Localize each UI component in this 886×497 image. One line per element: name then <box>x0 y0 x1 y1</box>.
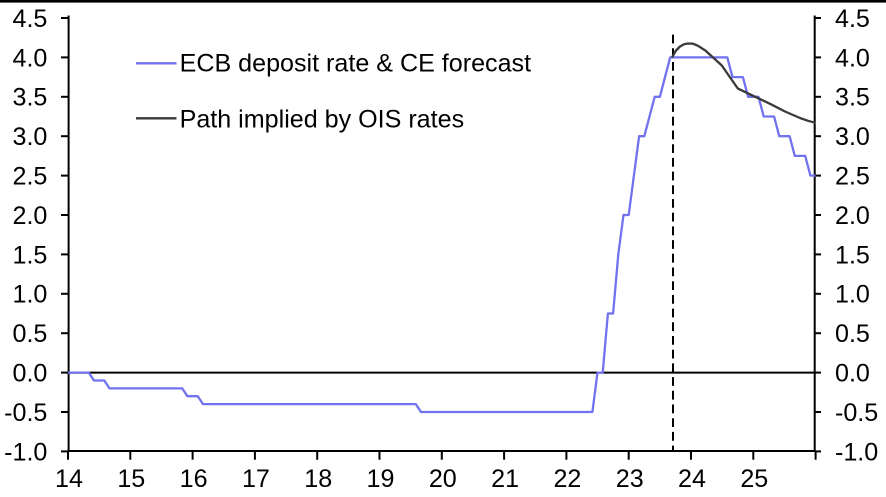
svg-text:Path implied by OIS rates: Path implied by OIS rates <box>180 105 465 133</box>
svg-text:4.5: 4.5 <box>835 5 870 33</box>
svg-text:18: 18 <box>304 465 332 493</box>
svg-text:15: 15 <box>117 465 145 493</box>
svg-text:-0.5: -0.5 <box>4 399 47 427</box>
svg-text:1.5: 1.5 <box>835 241 870 269</box>
svg-text:25: 25 <box>740 465 768 493</box>
svg-text:20: 20 <box>429 465 457 493</box>
svg-text:3.0: 3.0 <box>835 123 870 151</box>
svg-text:3.0: 3.0 <box>13 123 48 151</box>
svg-text:24: 24 <box>678 465 706 493</box>
svg-text:14: 14 <box>55 465 83 493</box>
svg-text:-1.0: -1.0 <box>4 438 47 466</box>
svg-text:2.5: 2.5 <box>13 163 48 191</box>
svg-text:2.5: 2.5 <box>835 163 870 191</box>
svg-text:0.0: 0.0 <box>835 360 870 388</box>
svg-text:19: 19 <box>367 465 395 493</box>
svg-text:23: 23 <box>616 465 644 493</box>
svg-text:22: 22 <box>553 465 581 493</box>
svg-text:17: 17 <box>242 465 270 493</box>
svg-text:1.0: 1.0 <box>13 281 48 309</box>
svg-text:16: 16 <box>180 465 208 493</box>
svg-text:ECB deposit rate & CE forecast: ECB deposit rate & CE forecast <box>180 50 531 78</box>
svg-text:-0.5: -0.5 <box>835 399 878 427</box>
svg-text:4.0: 4.0 <box>835 44 870 72</box>
svg-text:3.5: 3.5 <box>13 84 48 112</box>
svg-text:0.5: 0.5 <box>835 320 870 348</box>
svg-text:2.0: 2.0 <box>835 202 870 230</box>
svg-text:0.5: 0.5 <box>13 320 48 348</box>
svg-text:21: 21 <box>491 465 519 493</box>
svg-text:4.5: 4.5 <box>13 5 48 33</box>
svg-text:0.0: 0.0 <box>13 360 48 388</box>
svg-text:2.0: 2.0 <box>13 202 48 230</box>
svg-text:3.5: 3.5 <box>835 84 870 112</box>
svg-text:1.0: 1.0 <box>835 281 870 309</box>
svg-text:1.5: 1.5 <box>13 241 48 269</box>
svg-text:4.0: 4.0 <box>13 44 48 72</box>
svg-text:-1.0: -1.0 <box>835 438 878 466</box>
